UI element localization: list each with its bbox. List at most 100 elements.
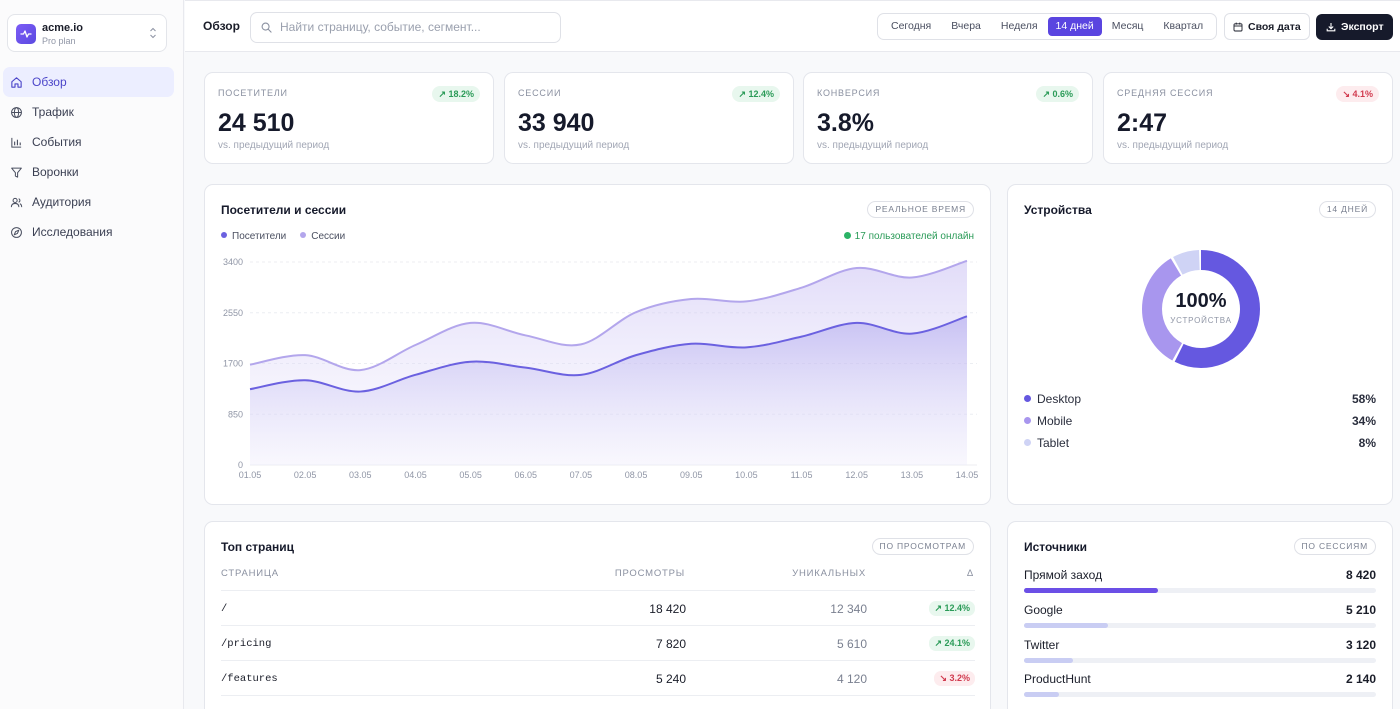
views-count: 18 420	[649, 602, 686, 616]
kpi-label: СЕССИИ	[518, 88, 562, 98]
funnel-icon	[11, 167, 22, 178]
search-icon	[261, 22, 272, 33]
legend-item-sessions: Сессии	[300, 231, 345, 242]
kpi-delta-badge: ↗ 12.4%	[732, 86, 780, 102]
kpi-label: КОНВЕРСИЯ	[817, 88, 881, 98]
custom-date-button[interactable]: Своя дата	[1224, 13, 1310, 40]
sources-card: Источники ПО СЕССИЯМ Прямой заход 8 420 …	[1007, 521, 1393, 709]
legend-label: Посетители	[232, 231, 287, 242]
donut-segment-mobile	[1142, 250, 1260, 368]
source-name: ProductHunt	[1024, 672, 1091, 686]
y-tick-label: 0	[238, 460, 243, 470]
y-tick-label: 2550	[223, 308, 243, 318]
period-selector: Сегодня Вчера Неделя 14 дней Месяц Кварт…	[877, 13, 1218, 40]
unique-count: 4 120	[836, 672, 867, 686]
x-tick-label: 02.05	[294, 470, 317, 480]
column-header-page[interactable]: СТРАНИЦА	[221, 568, 279, 579]
kpi-subtitle: vs. предыдущий период	[1117, 140, 1229, 151]
table-row[interactable]	[221, 695, 975, 709]
search-box[interactable]	[250, 12, 561, 43]
kpi-value: 3.8%	[817, 109, 874, 137]
period-month[interactable]: Месяц	[1111, 20, 1144, 32]
x-tick-label: 07.05	[570, 470, 593, 480]
period-week[interactable]: Неделя	[1000, 20, 1038, 32]
unique-count: 5 610	[836, 637, 867, 651]
table-row[interactable]: / 18 420 12 340 ↗ 12.4%	[221, 590, 975, 625]
users-icon	[10, 197, 23, 207]
views-count: 7 820	[655, 637, 686, 651]
sidebar-item-label: События	[32, 135, 82, 149]
chart-legend: Посетители Сессии	[221, 231, 345, 242]
donut-center-value: 100%	[1175, 290, 1227, 312]
home-icon	[11, 76, 22, 88]
realtime-badge: РЕАЛЬНОЕ ВРЕМЯ	[867, 201, 974, 218]
sidebar-item-funnels[interactable]: Воронки	[3, 157, 174, 187]
legend-item-visitors: Посетители	[221, 231, 286, 242]
chevron-updown-icon	[150, 27, 156, 39]
kpi-label: СРЕДНЯЯ СЕССИЯ	[1117, 88, 1214, 98]
card-title: Устройства	[1024, 203, 1092, 217]
source-name: Twitter	[1024, 638, 1060, 652]
y-tick-label: 850	[228, 409, 243, 419]
workspace-name: acme.io	[42, 22, 83, 34]
bar-chart-icon	[11, 137, 22, 148]
sidebar-item-overview[interactable]: Обзор	[3, 67, 174, 97]
x-tick-label: 10.05	[735, 470, 758, 480]
page-path: /pricing	[221, 638, 272, 650]
download-icon	[1326, 23, 1336, 32]
traffic-chart-card: Посетители и сессии РЕАЛЬНОЕ ВРЕМЯ Посет…	[204, 184, 991, 505]
x-tick-label: 14.05	[956, 470, 979, 480]
globe-icon	[11, 106, 22, 118]
period-14-days[interactable]: 14 дней	[1047, 17, 1102, 36]
source-bar-fill	[1024, 658, 1074, 663]
delta-badge: ↗ 24.1%	[929, 636, 975, 651]
device-row-tablet: Tablet 8%	[1024, 436, 1376, 450]
table-row[interactable]: /pricing 7 820 5 610 ↗ 24.1%	[221, 625, 975, 660]
period-quarter[interactable]: Квартал	[1163, 20, 1204, 32]
workspace-switcher[interactable]: acme.io Pro plan	[7, 14, 167, 52]
table-row[interactable]: /features 5 240 4 120 ↘ 3.2%	[221, 660, 975, 695]
search-input[interactable]	[280, 20, 550, 34]
x-tick-label: 05.05	[459, 470, 482, 480]
compass-icon	[11, 226, 22, 238]
period-badge: 14 ДНЕЙ	[1318, 201, 1376, 218]
device-percent: 8%	[1358, 436, 1376, 450]
unique-count: 12 340	[830, 602, 867, 616]
delta-badge: ↗ 12.4%	[929, 601, 975, 616]
sidebar-item-events[interactable]: События	[3, 127, 174, 157]
y-tick-label: 3400	[223, 257, 243, 267]
source-bar-fill	[1024, 692, 1060, 697]
column-header-delta[interactable]: Δ	[966, 568, 974, 579]
delta-badge: ↘ 3.2%	[934, 671, 975, 686]
sidebar-item-label: Аудитория	[32, 195, 92, 209]
devices-donut-chart	[1142, 250, 1260, 368]
kpi-card-visitors: ПОСЕТИТЕЛИ ↗ 18.2% 24 510 vs. предыдущий…	[204, 72, 494, 164]
legend-dot	[1024, 395, 1031, 402]
visitors-area	[250, 316, 967, 465]
kpi-delta-badge: ↗ 0.6%	[1036, 86, 1079, 102]
sidebar-item-traffic[interactable]: Трафик	[3, 97, 174, 127]
page-path: /features	[221, 673, 278, 685]
sidebar-item-research[interactable]: Исследования	[3, 217, 174, 247]
calendar-icon	[1233, 22, 1243, 31]
export-button[interactable]: Экспорт	[1316, 14, 1393, 40]
source-value: 2 140	[1345, 672, 1376, 686]
device-label: Mobile	[1037, 414, 1073, 428]
legend-dot	[1024, 417, 1031, 424]
column-header-views[interactable]: ПРОСМОТРЫ	[614, 568, 685, 579]
column-header-unique[interactable]: УНИКАЛЬНЫХ	[792, 568, 866, 579]
source-bar-fill	[1024, 623, 1109, 628]
device-percent: 58%	[1351, 392, 1376, 406]
period-yesterday[interactable]: Вчера	[951, 20, 981, 32]
sidebar-item-label: Трафик	[32, 105, 74, 119]
x-tick-label: 01.05	[239, 470, 262, 480]
card-title: Источники	[1024, 540, 1088, 554]
y-tick-label: 1700	[223, 359, 243, 369]
page-title: Обзор	[203, 19, 240, 33]
x-tick-label: 06.05	[515, 470, 538, 480]
period-today[interactable]: Сегодня	[891, 20, 932, 32]
device-label: Tablet	[1037, 436, 1070, 450]
x-tick-label: 08.05	[625, 470, 648, 480]
sidebar-item-audience[interactable]: Аудитория	[3, 187, 174, 217]
kpi-subtitle: vs. предыдущий период	[518, 140, 630, 151]
